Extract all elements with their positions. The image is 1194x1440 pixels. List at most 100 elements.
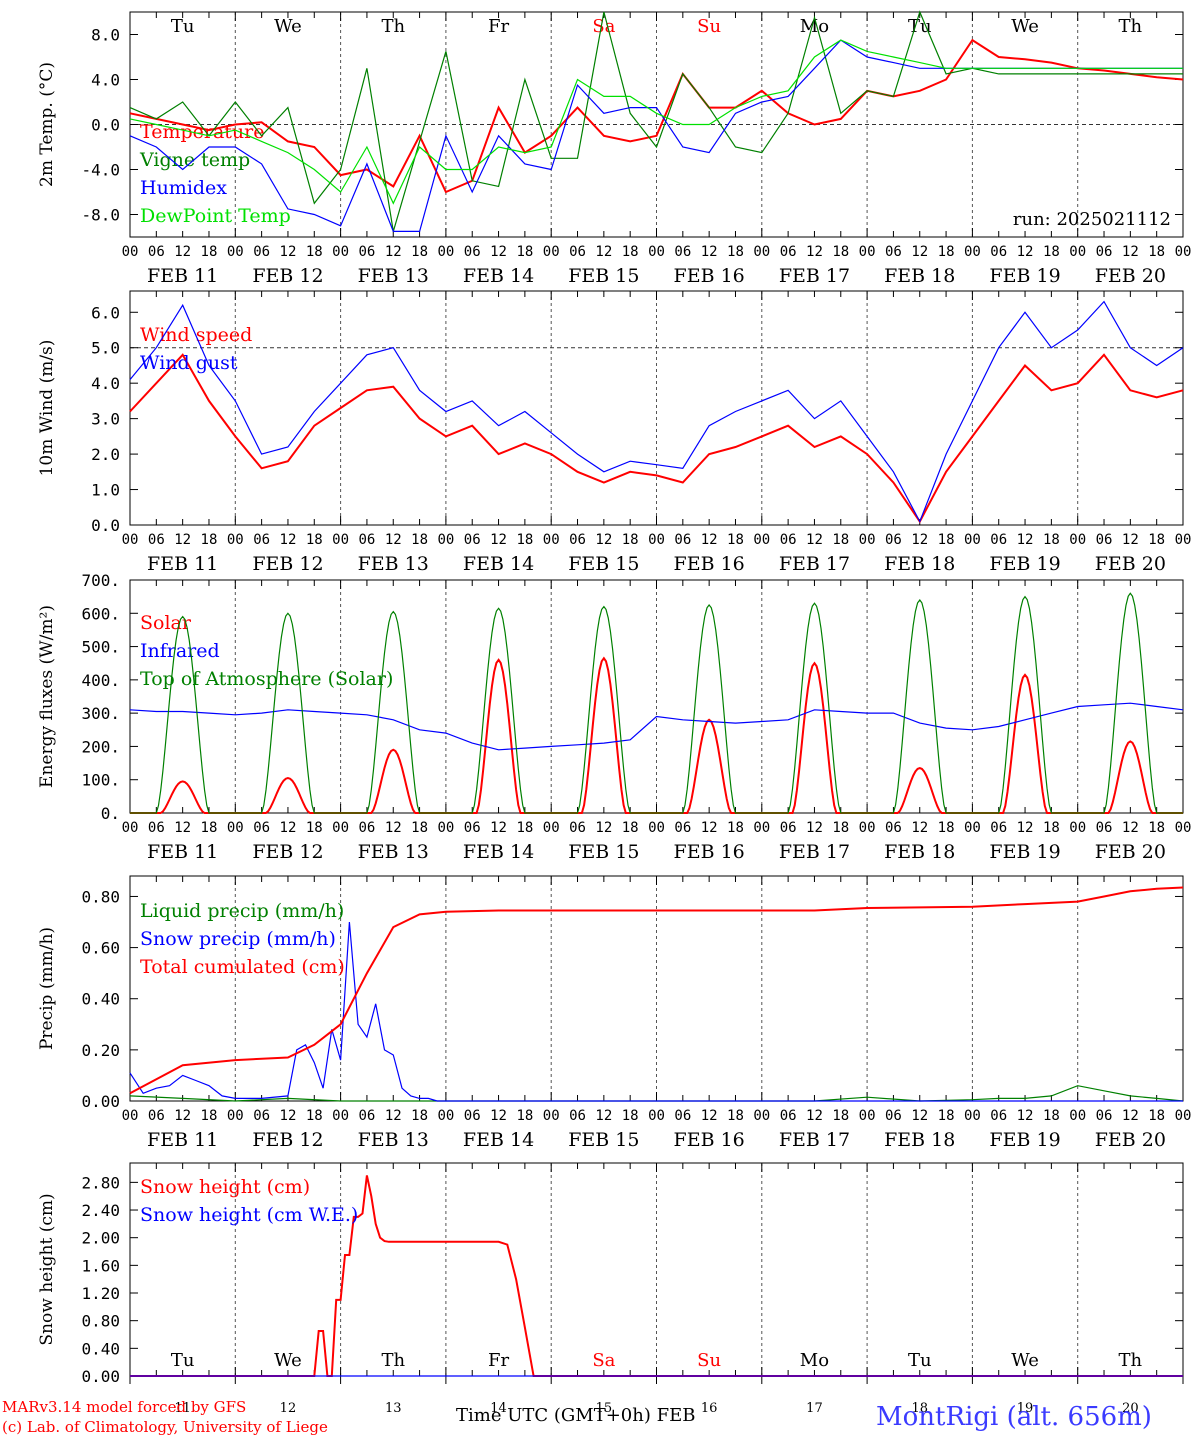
day-number-label: 13: [385, 1401, 402, 1416]
series-line: [129, 300, 1184, 523]
hour-tick-label: 06: [990, 820, 1007, 836]
day-of-week-label: Th: [1119, 1350, 1143, 1371]
day-of-week-label: Fr: [488, 1350, 509, 1371]
credit-line-2: (c) Lab. of Climatology, University of L…: [2, 1418, 328, 1436]
hour-tick-label: 00: [1175, 1108, 1192, 1124]
hour-tick-label: 06: [674, 1108, 691, 1124]
day-of-week-label: Fr: [488, 16, 509, 37]
hour-tick-label: 00: [543, 244, 560, 260]
date-label: FEB 17: [779, 265, 850, 287]
y-tick-label: 0.80: [81, 887, 120, 906]
y-tick-label: -8.0: [81, 206, 120, 225]
date-label: FEB 18: [884, 553, 955, 575]
hour-tick-label: 18: [938, 532, 955, 548]
y-axis-label: 2m Temp. (°C): [37, 62, 57, 187]
hour-tick-label: 18: [727, 532, 744, 548]
date-label: FEB 18: [884, 265, 955, 287]
hour-tick-label: 12: [806, 532, 823, 548]
hour-tick-label: 06: [1096, 244, 1113, 260]
y-tick-label: 400.: [81, 671, 120, 690]
hour-tick-label: 00: [122, 1108, 139, 1124]
date-label: FEB 11: [147, 1129, 218, 1151]
hour-tick-label: 18: [1148, 532, 1165, 548]
hour-tick-label: 06: [780, 820, 797, 836]
hour-tick-label: 12: [595, 820, 612, 836]
hour-tick-label: 12: [174, 1108, 191, 1124]
day-of-week-label: Mo: [800, 16, 829, 37]
station-name: MontRigi (alt. 656m): [876, 1402, 1152, 1432]
hour-tick-label: 06: [464, 532, 481, 548]
y-tick-label: 200.: [81, 737, 120, 756]
hour-tick-label: 06: [569, 820, 586, 836]
y-tick-label: 700.: [81, 571, 120, 590]
series-line: [129, 39, 1183, 205]
hour-tick-label: 18: [306, 532, 323, 548]
hour-tick-label: 00: [332, 820, 349, 836]
hour-tick-label: 06: [464, 1108, 481, 1124]
date-label: FEB 12: [252, 1129, 323, 1151]
date-label: FEB 13: [358, 1129, 429, 1151]
date-label: FEB 20: [1095, 1129, 1166, 1151]
hour-tick-label: 00: [648, 820, 665, 836]
hour-tick-label: 12: [385, 532, 402, 548]
x-axis-label: Time UTC (GMT+0h) FEB: [456, 1405, 695, 1426]
date-label: FEB 15: [568, 265, 639, 287]
hour-tick-label: 18: [201, 244, 218, 260]
day-of-week-label: We: [1011, 1350, 1039, 1371]
hour-tick-label: 06: [885, 1108, 902, 1124]
day-of-week-label: Tu: [171, 1350, 195, 1371]
hour-tick-label: 06: [780, 244, 797, 260]
hour-tick-label: 12: [911, 1108, 928, 1124]
hour-tick-label: 18: [1148, 820, 1165, 836]
date-label: FEB 19: [989, 265, 1060, 287]
hour-tick-label: 18: [832, 244, 849, 260]
hour-tick-label: 18: [727, 820, 744, 836]
hour-tick-label: 00: [648, 1108, 665, 1124]
y-tick-label: 600.: [81, 604, 120, 623]
hour-tick-label: 18: [411, 532, 428, 548]
credit-line-1: MARv3.14 model forced by GFS: [2, 1398, 247, 1416]
y-tick-label: 100.: [81, 771, 120, 790]
hour-tick-label: 06: [148, 244, 165, 260]
hour-tick-label: 06: [885, 532, 902, 548]
day-of-week-label: Tu: [908, 16, 932, 37]
legend-entry: Top of Atmosphere (Solar): [140, 668, 393, 690]
hour-tick-label: 18: [1043, 532, 1060, 548]
day-of-week-label: Tu: [908, 1350, 932, 1371]
hour-tick-label: 12: [806, 820, 823, 836]
hour-tick-label: 00: [859, 244, 876, 260]
y-tick-label: 0.00: [81, 1367, 120, 1386]
y-tick-label: 0.60: [81, 939, 120, 958]
hour-tick-label: 06: [464, 820, 481, 836]
date-label: FEB 11: [147, 553, 218, 575]
hour-tick-label: 12: [1122, 820, 1139, 836]
day-number-label: 19: [1017, 1401, 1034, 1416]
hour-tick-label: 06: [674, 532, 691, 548]
y-axis-label: 10m Wind (m/s): [37, 340, 57, 477]
hour-tick-label: 00: [964, 1108, 981, 1124]
hour-tick-label: 12: [174, 244, 191, 260]
series-line: [129, 10, 1183, 232]
hour-tick-label: 18: [411, 820, 428, 836]
legend-entry: Solar: [140, 612, 192, 634]
day-number-label: 18: [911, 1401, 928, 1416]
hour-tick-label: 06: [253, 532, 270, 548]
hour-tick-label: 00: [227, 1108, 244, 1124]
hour-tick-label: 06: [253, 244, 270, 260]
hour-tick-label: 06: [358, 244, 375, 260]
y-tick-label: 2.0: [91, 445, 120, 464]
y-tick-label: 4.0: [91, 71, 120, 90]
hour-tick-label: 12: [911, 244, 928, 260]
date-label: FEB 19: [989, 1129, 1060, 1151]
date-label: FEB 17: [779, 841, 850, 863]
day-of-week-label: Sa: [592, 1350, 615, 1371]
y-tick-label: 0.: [101, 804, 120, 823]
y-tick-label: 300.: [81, 704, 120, 723]
hour-tick-label: 00: [122, 244, 139, 260]
hour-tick-label: 12: [174, 820, 191, 836]
day-of-week-label: Tu: [171, 16, 195, 37]
hour-tick-label: 00: [753, 820, 770, 836]
hour-tick-label: 12: [490, 244, 507, 260]
hour-tick-label: 06: [780, 1108, 797, 1124]
